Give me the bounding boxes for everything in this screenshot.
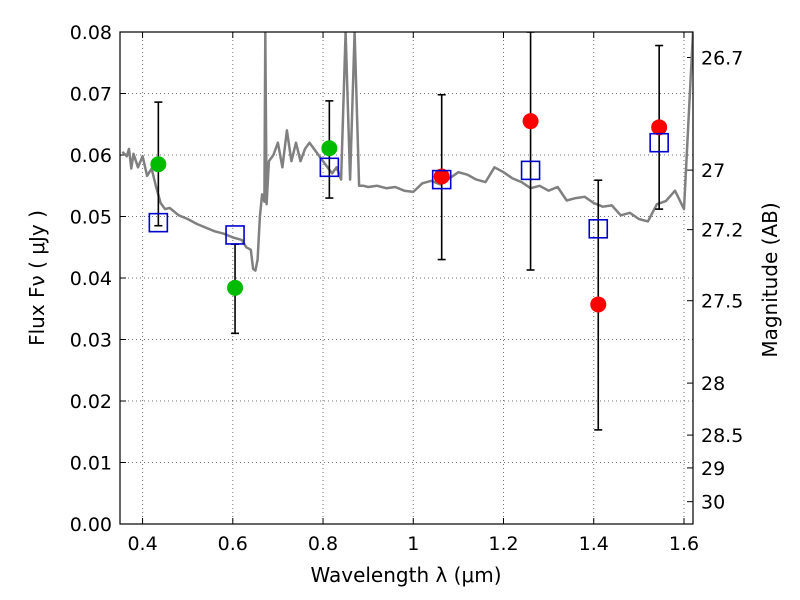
plot-frame [119,31,694,525]
x-tick-label: 1.2 [488,533,518,555]
observed-nir-point [590,296,607,313]
synthetic-photometry-square [649,132,669,153]
synthetic-photometry-square [588,219,609,239]
y-tick-label: 0.07 [70,84,112,106]
synthetic-photometry-square [225,225,245,245]
x-tick-label: 0.4 [127,533,157,555]
synthetic-photometry-square [148,212,169,233]
x-tick-label: 1 [407,533,419,555]
synthetic-photometry-squares [148,132,669,245]
mag-tick-label: 29 [701,458,725,480]
observed-optical-point [227,279,244,296]
observed-points [150,113,668,313]
y-tick-label: 0.01 [70,453,112,475]
x-tick-label: 1.6 [669,533,699,555]
axis-ticks: 0.4 0.6 0.8 1 1.2 1.4 1.6 0.00 0.01 0.02 0.03 0.04 0… [70,22,744,555]
x-tick-label: 1.4 [579,533,609,555]
x-axis-label: Wavelength λ (μm) [310,563,501,587]
observed-nir-point [433,168,450,185]
synthetic-photometry-square [319,157,340,178]
x-tick-label: 0.8 [308,533,338,555]
observed-nir-point [651,119,668,136]
synthetic-photometry-square [520,160,541,181]
y-axis-label: Flux Fν ( μJy ) [25,210,49,346]
y-right-axis-label: Magnitude (AB) [758,202,782,357]
mag-tick-label: 27 [701,160,725,182]
mag-tick-label: 30 [701,492,725,514]
y-tick-label: 0.05 [70,207,112,229]
mag-tick-label: 26.7 [701,47,743,69]
observed-optical-point [150,156,167,173]
mag-tick-label: 27.5 [701,291,743,313]
mag-tick-label: 28.5 [701,425,743,447]
plot-background [120,32,693,524]
y-tick-label: 0.03 [70,330,112,352]
y-tick-label: 0.06 [70,145,112,167]
y-tick-label: 0.02 [70,391,112,413]
y-tick-label: 0.04 [70,268,112,290]
mag-tick-label: 27.2 [701,220,743,242]
observed-optical-point [321,140,338,157]
mag-tick-label: 28 [701,373,725,395]
observed-nir-point [522,113,539,130]
y-tick-label: 0.08 [70,22,112,44]
synthetic-photometry-square [431,169,452,190]
x-tick-label: 0.6 [218,533,248,555]
y-tick-label: 0.00 [70,514,112,536]
